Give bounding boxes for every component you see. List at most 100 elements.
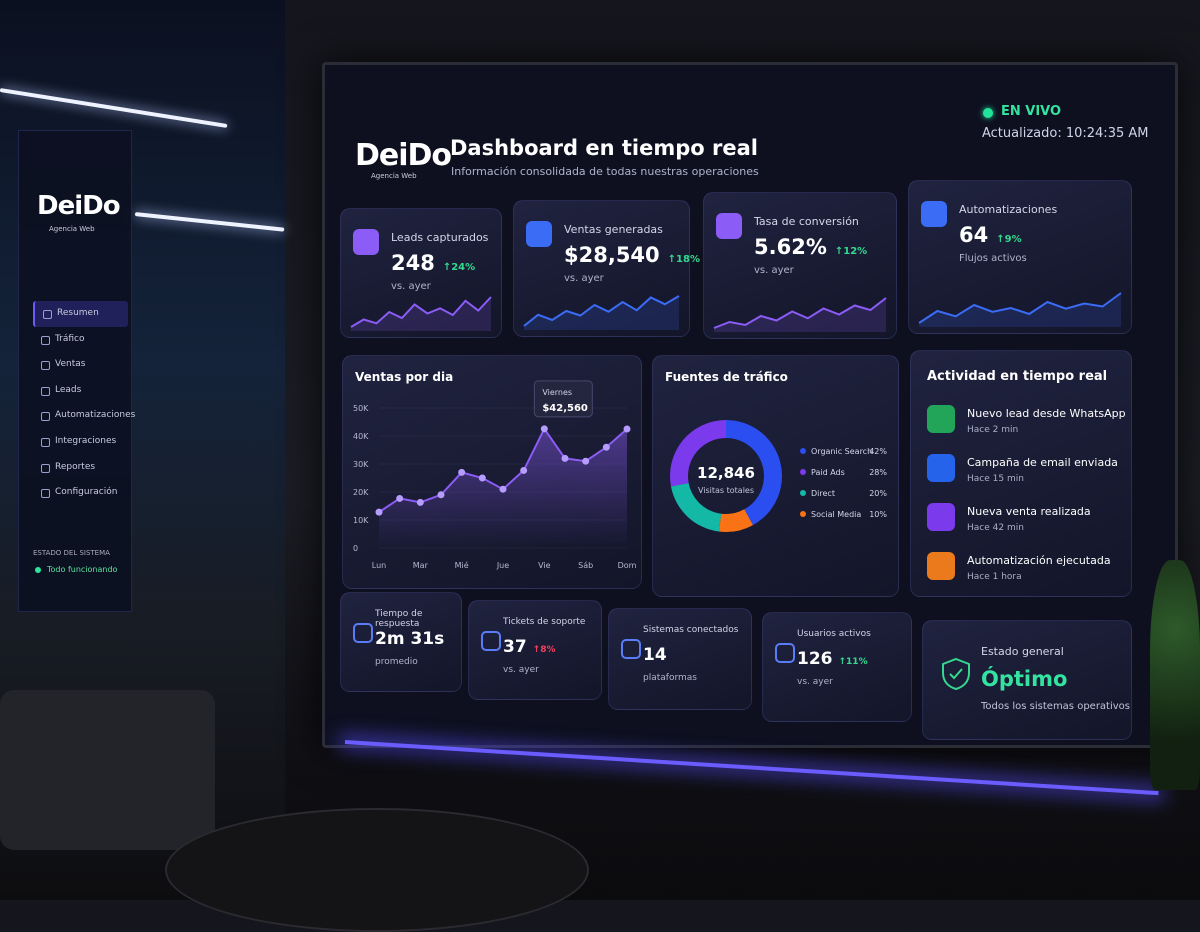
- chart-title: Fuentes de tráfico: [665, 370, 788, 384]
- stat-icon: [481, 631, 501, 651]
- stat-note: plataformas: [643, 673, 697, 683]
- stat-change: ↑8%: [532, 645, 556, 655]
- sparkline-line: [918, 292, 1122, 324]
- kpi-note: vs. ayer: [754, 265, 794, 276]
- point: [623, 425, 631, 433]
- kpi-label: Leads capturados: [391, 231, 489, 244]
- status-note: Todos los sistemas operativos: [981, 701, 1130, 712]
- stat-change: ↑11%: [838, 657, 868, 667]
- kpi-number: 248: [391, 251, 435, 275]
- kpi-number: $28,540: [564, 243, 660, 267]
- y-tick-label: 40K: [353, 432, 369, 441]
- kpi-note: vs. ayer: [391, 281, 431, 292]
- shield-icon: [942, 657, 970, 691]
- activity-title: Nuevo lead desde WhatsApp: [967, 407, 1126, 420]
- x-tick-label: Lun: [372, 561, 386, 570]
- legend-swatch: [800, 511, 806, 517]
- header-subtitle: Información consolidada de todas nuestra…: [451, 165, 759, 178]
- activity-item: Nuevo lead desde WhatsApp Hace 2 min: [927, 405, 1127, 449]
- kpi-value: 5.62% ↑12%: [754, 235, 867, 259]
- activity-time: Hace 42 min: [967, 523, 1024, 533]
- sparkline-area: [919, 293, 1121, 327]
- nav-item: Reportes: [33, 455, 128, 481]
- activity-item: Campaña de email enviada Hace 15 min: [927, 454, 1127, 498]
- y-tick-label: 20K: [353, 488, 369, 497]
- kpi-value: $28,540 ↑18%: [564, 243, 700, 267]
- kpi-change: ↑18%: [667, 254, 700, 265]
- live-dot: [983, 108, 993, 118]
- status-title: ESTADO DEL SISTEMA: [33, 549, 110, 557]
- activity-title: Automatización ejecutada: [967, 554, 1111, 567]
- stat-card: Usuarios activos 126 ↑11% vs. ayer: [762, 612, 912, 722]
- kpi-change: ↑12%: [834, 246, 868, 257]
- kpi-icon: [526, 221, 552, 247]
- activity-title: Nueva venta realizada: [967, 505, 1091, 518]
- point: [561, 454, 569, 462]
- nav-item: Resumen: [33, 301, 128, 327]
- point: [520, 466, 528, 474]
- coffee-table: [165, 808, 589, 932]
- point: [416, 498, 424, 506]
- stat-icon: [775, 643, 795, 663]
- tooltip: [533, 380, 593, 418]
- legend-label: Direct: [811, 489, 835, 498]
- sidebar-tagline: Agencia Web: [49, 225, 95, 233]
- kpi-note: vs. ayer: [564, 273, 604, 284]
- y-tick-label: 30K: [353, 460, 369, 469]
- legend-value: 20%: [869, 489, 887, 498]
- kpi-icon: [353, 229, 379, 255]
- y-tick-label: 50K: [353, 404, 369, 413]
- stat-value: 126 ↑11%: [797, 649, 868, 669]
- sparkline-line: [350, 296, 492, 328]
- kpi-icon: [716, 213, 742, 239]
- activity-item: Automatización ejecutada Hace 1 hora: [927, 552, 1127, 596]
- stat-card: Tiempo de respuesta 2m 31s promedio: [340, 592, 462, 692]
- status-label: Estado general: [981, 645, 1064, 658]
- tooltip-title: Viernes: [542, 388, 572, 397]
- kpi-value: 248 ↑24%: [391, 251, 475, 275]
- stat-icon: [353, 623, 373, 643]
- nav-item: Automatizaciones: [33, 403, 135, 429]
- status-text: Todo funcionando: [47, 565, 118, 574]
- sidebar-logo: DeiDo: [37, 191, 121, 221]
- sofa: [0, 690, 215, 850]
- kpi-label: Tasa de conversión: [754, 215, 859, 228]
- traffic-card: Fuentes de tráfico Organic Search 42% Paid…: [652, 355, 899, 597]
- status-dot: [35, 567, 41, 573]
- stat-label: Tickets de soporte: [503, 617, 586, 627]
- stat-number: 14: [643, 645, 667, 665]
- point: [375, 508, 383, 516]
- sparkline-area: [524, 296, 679, 330]
- kpi-number: 5.62%: [754, 235, 827, 259]
- nav-item: Configuración: [33, 480, 128, 506]
- legend-swatch: [800, 469, 806, 475]
- stat-label: Sistemas conectados: [643, 625, 739, 635]
- kpi-card: Automatizaciones 64 ↑9% Flujos activos: [908, 180, 1132, 334]
- x-tick-label: Dom: [618, 561, 637, 570]
- activity-card: Actividad en tiempo real Nuevo lead desd…: [910, 350, 1132, 597]
- activity-icon: [927, 503, 955, 531]
- nav-list: Resumen Tráfico Ventas Leads Automatizacione…: [33, 301, 135, 506]
- activity-icon: [927, 454, 955, 482]
- legend-label: Social Media: [811, 510, 861, 519]
- kpi-change: ↑24%: [442, 262, 476, 273]
- nav-item: Tráfico: [33, 327, 128, 353]
- stat-number: 37: [503, 637, 527, 657]
- point: [540, 425, 548, 433]
- line-chart: 0 10K 20K 30K 40K 50K Lun Mar Mié Jue Vie Sáb Dom Vie…: [353, 380, 637, 570]
- header-title: Dashboard en tiempo real: [450, 136, 758, 160]
- sidebar: DeiDo Agencia Web Resumen Tráfico Ventas Le…: [18, 130, 135, 612]
- activity-icon: [927, 405, 955, 433]
- donut-segment: [726, 420, 782, 526]
- x-tick-label: Jue: [496, 561, 509, 570]
- sparkline: [350, 296, 492, 331]
- donut-center-value: 12,846: [697, 464, 755, 482]
- sparkline: [713, 297, 887, 332]
- legend-swatch: [800, 448, 806, 454]
- point: [602, 443, 610, 451]
- point: [582, 457, 590, 465]
- kpi-label: Automatizaciones: [959, 203, 1058, 216]
- legend-label: Paid Ads: [811, 468, 845, 477]
- legend-swatch: [800, 490, 806, 496]
